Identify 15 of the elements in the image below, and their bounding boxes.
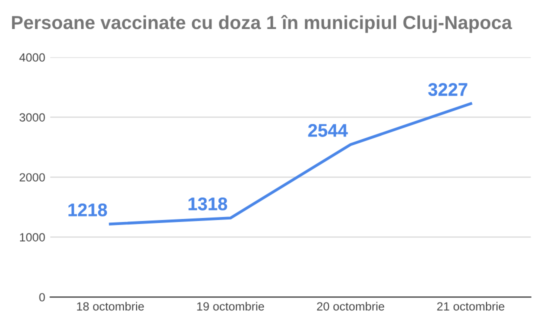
data-label: 1318: [188, 198, 228, 210]
y-tick-label: 4000: [19, 53, 45, 62]
data-label: 2544: [308, 124, 348, 137]
x-tick-label: 19 octombrie: [197, 302, 264, 311]
y-tick-label: 3000: [20, 113, 45, 122]
data-label: 1218: [68, 204, 107, 216]
chart-title: Persoane vaccinate cu doza 1 în municipiul Cluj-Napoca: [12, 14, 512, 33]
x-tick-label: 21 octombrie: [437, 302, 504, 311]
y-tick-label: 2000: [20, 173, 45, 182]
y-tick-label: 1000: [20, 233, 45, 242]
y-tick-label: 0: [39, 293, 45, 302]
data-label: 3227: [428, 83, 468, 96]
x-tick-label: 18 octombrie: [77, 302, 144, 311]
x-tick-label: 20 octombrie: [317, 302, 384, 311]
line-series: [108, 102, 472, 226]
